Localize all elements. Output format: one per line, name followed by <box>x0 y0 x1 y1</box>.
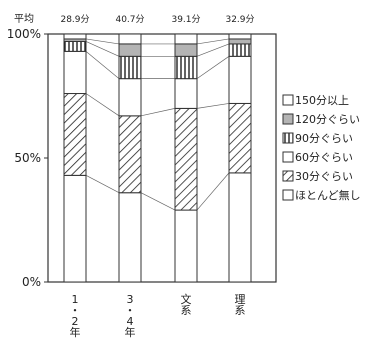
x-category-label: 2 <box>72 315 79 328</box>
average-value: 32.9分 <box>225 14 254 25</box>
connector-line <box>196 38 230 45</box>
bar-segment-series-0 <box>118 192 142 283</box>
bar-segment-series-0 <box>174 209 198 283</box>
x-category-label: ・ <box>70 304 81 317</box>
connector-line <box>140 192 176 211</box>
bar-segment-series-1 <box>63 93 87 176</box>
legend-swatch <box>282 94 294 106</box>
x-category-label: 文 <box>181 292 192 306</box>
average-value: 39.1分 <box>171 14 200 25</box>
bar-segment-series-0 <box>228 172 252 283</box>
average-value: 28.9分 <box>60 14 89 25</box>
legend-label: 90分ぐらい <box>295 132 353 145</box>
connector-line <box>196 43 230 57</box>
connector-line <box>196 103 230 109</box>
y-tick-label: 0% <box>22 275 41 289</box>
bar-segment-series-3 <box>228 43 252 57</box>
connector-line <box>85 41 120 57</box>
x-category-label: ・ <box>125 304 136 317</box>
legend-label: 150分以上 <box>295 94 349 107</box>
bar-segment-series-1 <box>228 102 252 174</box>
bar-segment-series-1 <box>118 115 142 194</box>
bar-segment-series-2 <box>63 50 87 95</box>
legend-swatch <box>282 170 294 182</box>
connector-line <box>85 175 120 194</box>
legend-label: 120分ぐらい <box>295 113 360 126</box>
connector-line <box>140 108 176 117</box>
x-category-label: 4 <box>127 315 134 328</box>
x-category-label: 年 <box>125 325 136 339</box>
legend-swatch <box>282 113 294 125</box>
connector-line <box>85 51 120 79</box>
connector-line <box>85 38 120 45</box>
legend-swatch <box>282 189 294 201</box>
connector-line <box>196 56 230 79</box>
bar-segment-series-3 <box>174 55 198 80</box>
bar-segment-series-5 <box>118 33 142 45</box>
x-category-label: 系 <box>235 304 246 317</box>
legend-swatch <box>282 151 294 163</box>
legend-label: 30分ぐらい <box>295 170 353 183</box>
x-category-label: 系 <box>181 304 192 317</box>
average-label: 平均 <box>14 13 34 25</box>
bar-segment-series-5 <box>63 33 87 40</box>
connector-line <box>196 172 230 211</box>
bar-segment-series-4 <box>228 38 252 45</box>
legend-label: ほとんど無し <box>295 188 361 202</box>
average-value: 40.7分 <box>115 14 144 25</box>
legend-label: 60分ぐらい <box>295 151 353 164</box>
x-category-label: 理 <box>235 293 246 306</box>
bar-segment-series-3 <box>118 55 142 80</box>
bar-segment-series-5 <box>174 33 198 45</box>
y-tick-label: 50% <box>14 151 41 165</box>
bar-segment-series-2 <box>174 78 198 109</box>
legend-swatch <box>282 132 294 144</box>
x-category-label: 1 <box>72 293 79 306</box>
bar-segment-series-1 <box>174 107 198 211</box>
bar-segment-series-0 <box>63 174 87 283</box>
bar-segment-series-5 <box>228 33 252 40</box>
bar-segment-series-2 <box>228 55 252 104</box>
bar-segment-series-3 <box>63 40 87 52</box>
x-category-label: 年 <box>70 325 81 339</box>
bar-segment-series-4 <box>174 43 198 57</box>
bar-segment-series-4 <box>118 43 142 57</box>
x-category-label: 3 <box>127 293 134 306</box>
bar-segment-series-2 <box>118 78 142 117</box>
y-tick-label: 100% <box>7 27 41 41</box>
connector-line <box>85 93 120 117</box>
